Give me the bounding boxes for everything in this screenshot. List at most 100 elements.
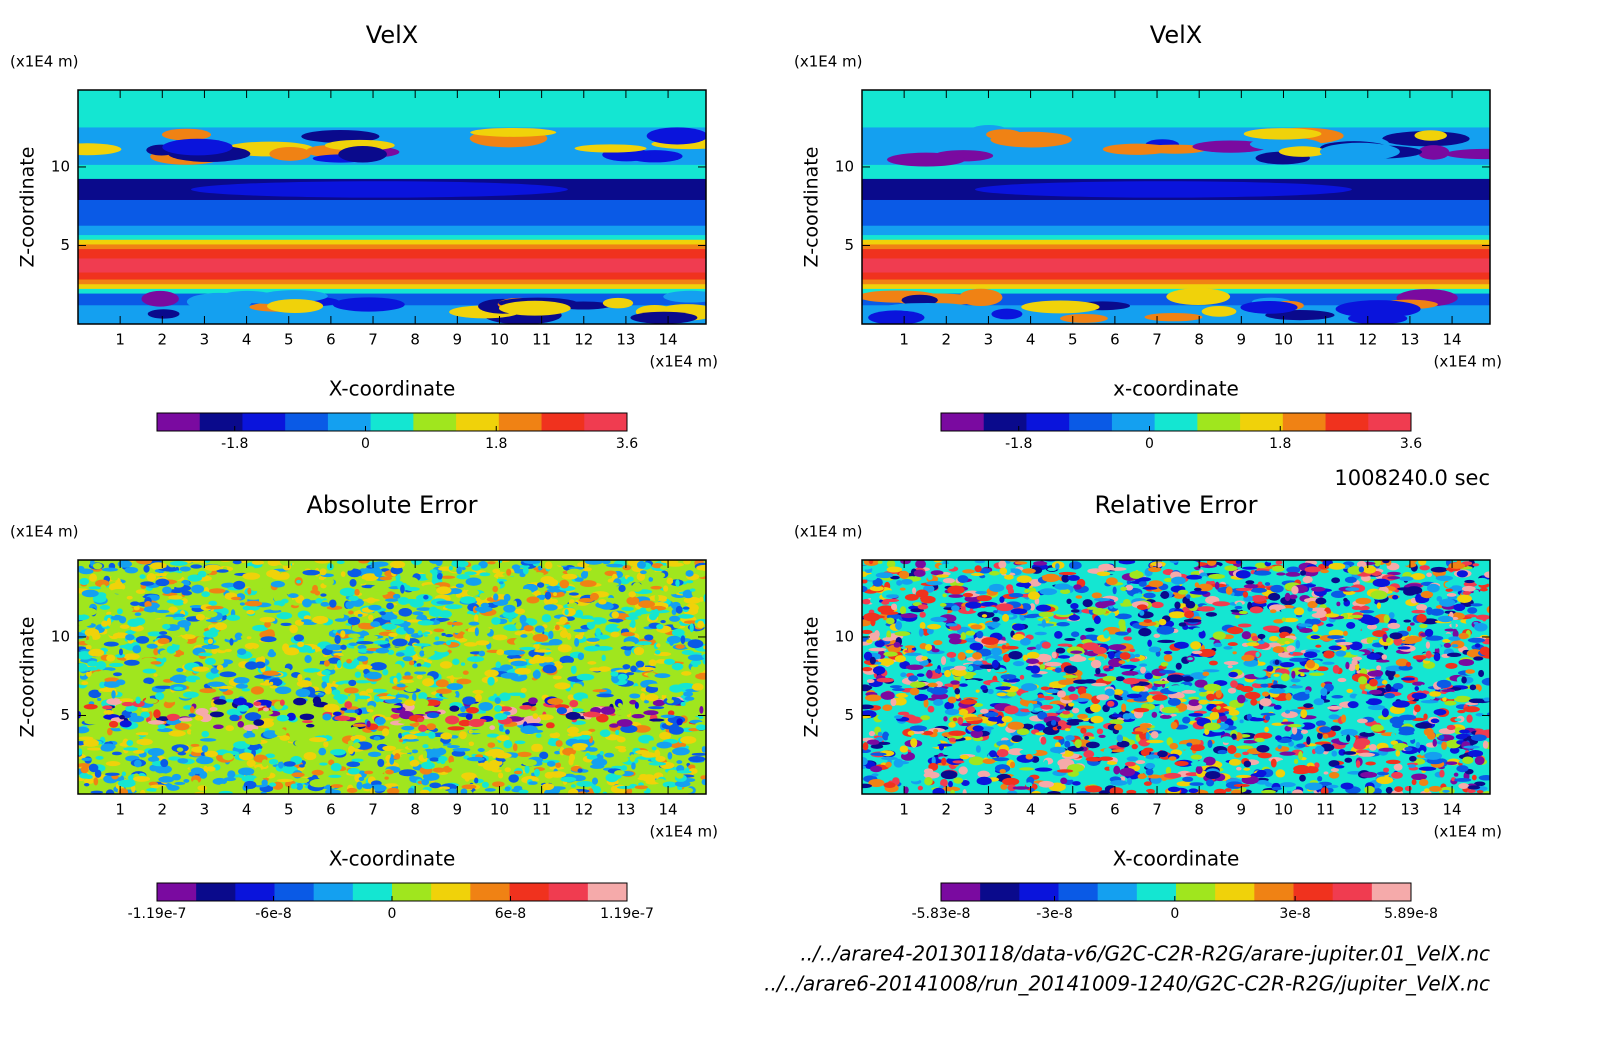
contour-blob	[188, 713, 195, 717]
contour-blob	[304, 655, 311, 663]
contour-blob	[357, 656, 368, 662]
contour-blob	[379, 611, 386, 615]
contour-blob	[160, 759, 168, 767]
contour-blob	[584, 646, 600, 652]
contour-blob	[617, 737, 626, 743]
contour-blob	[1445, 761, 1457, 765]
contour-blob	[168, 715, 177, 721]
contour-blob	[136, 589, 146, 594]
contour-blob	[1216, 706, 1221, 710]
contour-blob	[998, 560, 1006, 568]
contour-blob	[158, 776, 174, 783]
contour-blob	[655, 779, 665, 783]
contour-blob	[1470, 684, 1476, 690]
contour-blob	[133, 776, 150, 782]
contour-blob	[393, 594, 401, 599]
contour-blob	[1264, 727, 1269, 733]
contour-blob	[262, 780, 268, 786]
contour-blob	[189, 596, 199, 604]
contour-blob	[644, 634, 653, 640]
colorbar-tick-label: -1.8	[1005, 436, 1032, 452]
contour-blob	[380, 577, 392, 581]
contour-blob	[435, 636, 440, 640]
contour-blob	[544, 789, 558, 797]
contour-blob	[370, 621, 380, 627]
contour-blob	[481, 576, 497, 584]
contour-blob	[1360, 610, 1375, 613]
contour-blob	[81, 681, 88, 685]
contour-blob	[1057, 644, 1071, 647]
contour-blob	[106, 650, 120, 655]
contour-blob	[119, 616, 126, 623]
contour-blob	[329, 599, 336, 607]
contour-blob	[614, 756, 628, 763]
contour-blob	[935, 668, 941, 673]
colorbar-box	[499, 413, 542, 431]
contour-blob	[568, 694, 575, 700]
contour-blob	[1121, 703, 1126, 712]
contour-blob	[1244, 128, 1322, 140]
contour-blob	[554, 682, 570, 689]
colorbar-box	[984, 413, 1027, 431]
contour-blob	[177, 758, 188, 763]
contour-blob	[699, 597, 703, 602]
contour-blob	[1199, 661, 1204, 666]
contour-blob	[522, 759, 536, 766]
x-tick-label: 4	[1026, 331, 1036, 349]
contour-blob	[173, 602, 183, 606]
contour-blob	[79, 569, 93, 575]
colorbar-box	[328, 413, 371, 431]
contour-blob	[976, 745, 981, 753]
contour-blob	[119, 649, 123, 656]
contour-field	[858, 90, 1524, 325]
contour-blob	[895, 655, 906, 662]
contour-blob	[87, 661, 98, 667]
contour-blob	[231, 597, 241, 600]
contour-blob	[635, 785, 648, 789]
contour-blob	[581, 571, 588, 579]
contour-blob	[622, 565, 631, 570]
colorbar-box	[371, 413, 414, 431]
contour-band	[78, 258, 706, 273]
contour-blob	[179, 655, 188, 662]
contour-blob	[628, 612, 639, 617]
colorbar-tick-label: 1.19e-7	[600, 906, 654, 922]
contour-blob	[881, 691, 895, 700]
contour-blob	[348, 617, 360, 625]
contour-blob	[927, 739, 941, 748]
contour-blob	[133, 736, 137, 740]
contour-blob	[1327, 785, 1339, 789]
contour-blob	[401, 754, 412, 757]
contour-blob	[474, 614, 478, 622]
contour-blob	[443, 775, 452, 780]
contour-blob	[1279, 146, 1326, 157]
contour-blob	[353, 724, 367, 727]
contour-blob	[1011, 608, 1027, 614]
x-unit-label: (x1E4 m)	[649, 353, 718, 371]
contour-blob	[84, 667, 98, 671]
contour-blob	[119, 715, 125, 719]
contour-blob	[487, 677, 494, 686]
contour-blob	[1189, 782, 1203, 786]
contour-blob	[253, 719, 264, 726]
contour-blob	[645, 694, 658, 702]
contour-blob	[683, 691, 693, 696]
contour-blob	[101, 584, 107, 591]
contour-blob	[392, 638, 407, 646]
contour-blob	[1054, 583, 1070, 589]
contour-blob	[1441, 742, 1447, 750]
contour-blob	[423, 595, 428, 600]
contour-blob	[162, 657, 166, 662]
contour-blob	[245, 737, 261, 745]
contour-blob	[130, 601, 140, 605]
colorbar-box	[510, 883, 550, 901]
contour-blob	[1482, 617, 1486, 621]
contour-blob	[962, 569, 975, 573]
contour-blob	[225, 649, 232, 652]
contour-blob	[542, 783, 554, 790]
contour-blob	[926, 670, 932, 679]
contour-blob	[943, 578, 955, 583]
contour-blob	[148, 748, 165, 756]
contour-band	[78, 240, 706, 245]
contour-blob	[1164, 654, 1173, 662]
